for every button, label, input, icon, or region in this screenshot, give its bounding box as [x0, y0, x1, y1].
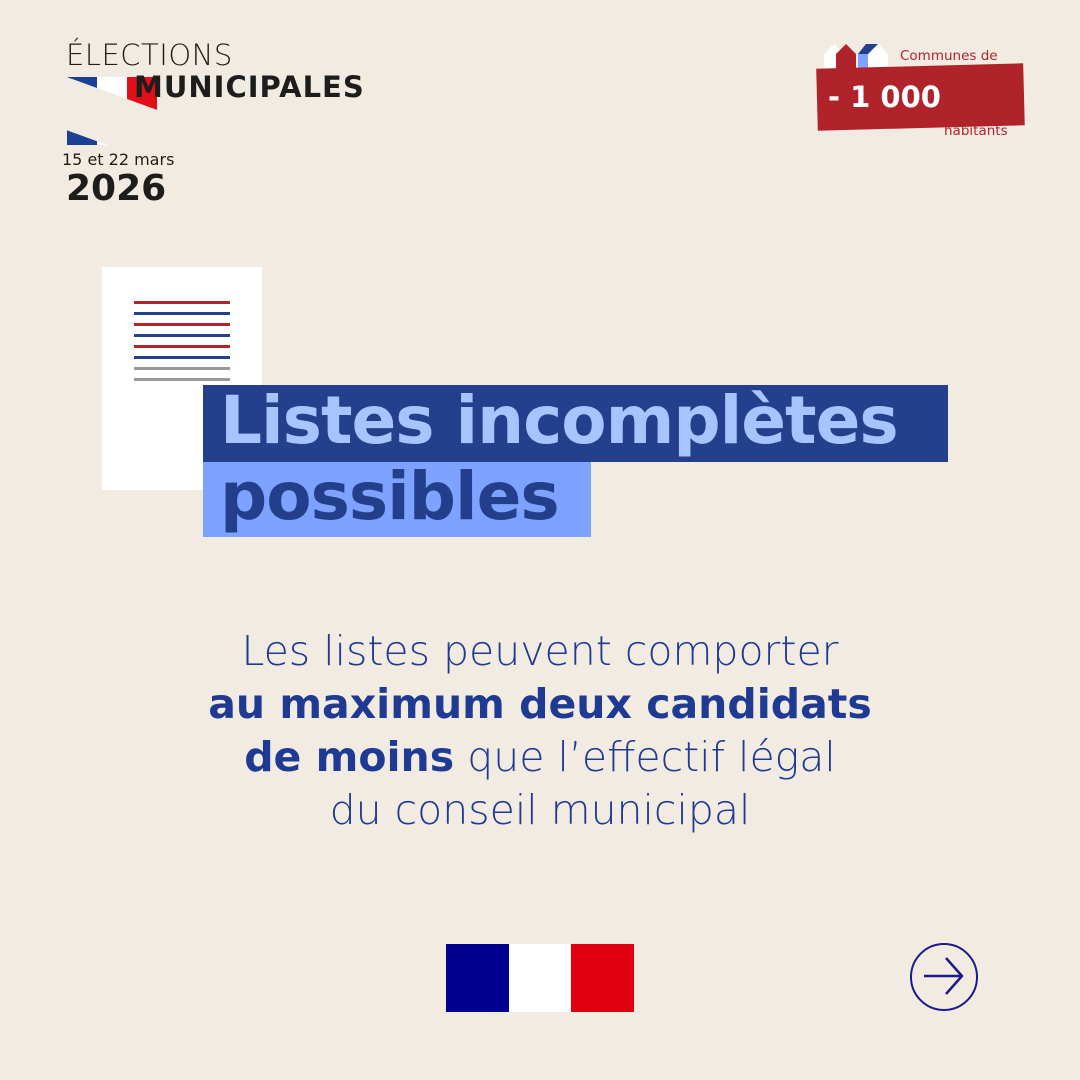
badge-number: - 1 000	[828, 80, 941, 114]
title-box-2	[203, 462, 591, 537]
body-part3: du conseil municipal	[329, 786, 751, 834]
title-box-1	[203, 385, 948, 462]
title-line-2: possibles	[220, 458, 560, 535]
election-year: 2026	[66, 168, 167, 209]
header-municipales: MUNICIPALES	[134, 70, 365, 104]
header-elections: ÉLECTIONS	[66, 38, 233, 72]
body-text: Les listes peuvent comporter au maximum …	[140, 625, 940, 837]
body-part2: que l’effectif légal	[454, 733, 836, 781]
election-dates: 15 et 22 mars	[62, 150, 175, 169]
arrow-right-icon	[924, 957, 964, 995]
title-line-1: Listes incomplètes	[220, 382, 899, 459]
badge-bottom-text: habitants	[944, 123, 1008, 139]
body-part1: Les listes peuvent comporter	[241, 627, 839, 675]
body-bold2: de moins	[244, 733, 455, 781]
body-bold1: au maximum deux candidats	[208, 680, 872, 728]
next-button[interactable]	[910, 943, 978, 1011]
badge-top-text: Communes de	[900, 48, 998, 64]
marianne-logo	[446, 944, 635, 1012]
